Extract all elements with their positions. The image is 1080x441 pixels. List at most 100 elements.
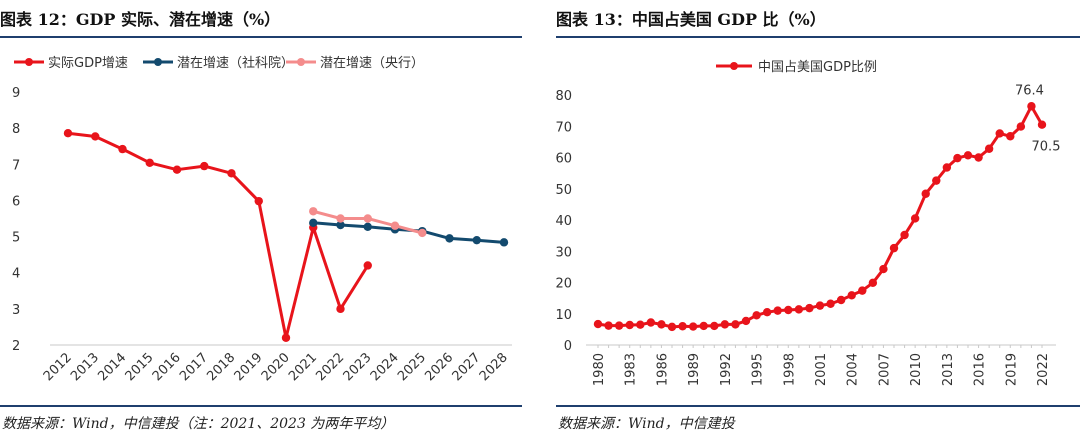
data-point	[646, 318, 656, 327]
data-point	[836, 295, 846, 305]
data-point	[868, 278, 878, 288]
x-tick-label: 2019	[232, 350, 266, 384]
y-tick-label: 4	[12, 267, 20, 282]
y-tick-label: 3	[12, 303, 20, 318]
data-point	[974, 153, 983, 162]
x-tick-label: 2019	[1004, 353, 1019, 386]
x-tick-label: 1992	[719, 353, 734, 386]
x-tick-label: 2012	[41, 350, 75, 384]
data-point	[657, 320, 666, 329]
data-point	[472, 235, 481, 245]
x-tick-label: 2022	[313, 350, 347, 384]
data-label: 70.5	[1032, 140, 1061, 155]
x-tick-label: 2026	[422, 350, 456, 384]
x-tick-label: 2010	[909, 353, 924, 386]
data-point	[699, 321, 708, 331]
legend-swatch-marker	[297, 58, 305, 66]
x-tick-label: 2023	[341, 350, 375, 384]
x-tick-label: 2017	[177, 350, 211, 384]
y-tick-label: 6	[12, 194, 20, 209]
data-point	[731, 320, 740, 329]
data-point	[900, 230, 909, 240]
x-tick-label: 2028	[477, 350, 511, 384]
data-point	[614, 321, 624, 330]
x-tick-label: 2007	[877, 353, 892, 386]
data-point	[741, 316, 751, 326]
x-tick-label: 2021	[286, 350, 320, 384]
y-tick-label: 8	[12, 122, 20, 137]
gdp-ratio-chart: 中国占美国GDP比例 0 10 20 30 40 50 60 70 80 1980 1983 1986 1…	[555, 60, 1061, 386]
data-point	[254, 196, 263, 206]
x-tick-label: 2022	[1036, 353, 1051, 386]
series-line	[67, 131, 370, 340]
data-point	[710, 321, 719, 331]
x-tick-label: 1995	[751, 353, 766, 386]
legend-label: 中国占美国GDP比例	[758, 60, 877, 75]
y-tick-label: 7	[12, 158, 20, 173]
legend-label: 潜在增速（社科院）	[177, 55, 294, 71]
y-tick-label: 30	[555, 245, 572, 260]
data-point	[227, 169, 236, 178]
data-point	[1006, 132, 1015, 141]
data-point	[847, 291, 856, 300]
y-tick-label: 40	[555, 214, 572, 229]
data-point	[805, 303, 814, 313]
x-tick-label: 2013	[68, 350, 102, 384]
x-tick-label: 2027	[450, 350, 484, 384]
data-point	[363, 222, 372, 232]
data-point	[921, 189, 930, 198]
data-point	[604, 321, 613, 330]
data-point	[336, 214, 345, 223]
data-point	[445, 234, 454, 243]
data-point	[984, 144, 994, 153]
series-line	[597, 104, 1044, 329]
source-note: 数据来源：Wind，中信建投	[558, 416, 735, 432]
x-tick-label: 1998	[782, 353, 797, 386]
y-tick-label: 2	[12, 339, 20, 354]
data-point	[281, 333, 291, 342]
data-point	[91, 132, 100, 141]
data-point	[625, 320, 634, 330]
x-tick-label: 2016	[150, 350, 184, 384]
data-point	[794, 305, 804, 314]
x-tick-label: 1989	[687, 353, 702, 386]
data-point	[815, 301, 825, 310]
legend-label: 潜在增速（央行）	[320, 56, 424, 71]
y-tick-label: 60	[555, 152, 572, 167]
data-point	[145, 158, 154, 168]
y-tick-label: 9	[12, 86, 20, 101]
data-point	[309, 207, 318, 216]
legend-swatch-marker	[154, 58, 162, 66]
data-point	[418, 228, 427, 238]
chart-title: 图表 12：GDP 实际、潜在增速（%）	[0, 10, 281, 29]
data-point	[667, 322, 677, 332]
data-point	[678, 322, 687, 331]
data-point	[363, 261, 372, 270]
data-point	[63, 129, 73, 138]
data-point	[720, 320, 730, 329]
data-point	[826, 299, 835, 308]
y-tick-label: 5	[12, 231, 20, 246]
data-label: 76.4	[1015, 83, 1044, 98]
data-point	[172, 165, 182, 174]
source-divider	[556, 405, 1080, 407]
x-tick-label: 2001	[814, 353, 829, 386]
x-tick-label: 2018	[204, 350, 238, 384]
data-point	[932, 176, 941, 185]
x-tick-label: 2014	[95, 350, 129, 384]
data-point	[879, 264, 888, 274]
data-point	[593, 319, 603, 329]
data-point	[688, 322, 698, 331]
data-point	[390, 221, 400, 230]
data-point	[363, 214, 372, 223]
data-point	[910, 214, 920, 223]
data-point	[636, 320, 645, 329]
data-point	[963, 151, 973, 160]
legend-label: 实际GDP增速	[48, 56, 128, 71]
x-tick-label: 2024	[368, 350, 402, 384]
y-tick-label: 0	[564, 339, 572, 354]
y-tick-label: 50	[555, 183, 572, 198]
x-tick-label: 2015	[123, 350, 157, 384]
data-point	[942, 163, 952, 172]
x-tick-label: 2013	[941, 353, 956, 386]
